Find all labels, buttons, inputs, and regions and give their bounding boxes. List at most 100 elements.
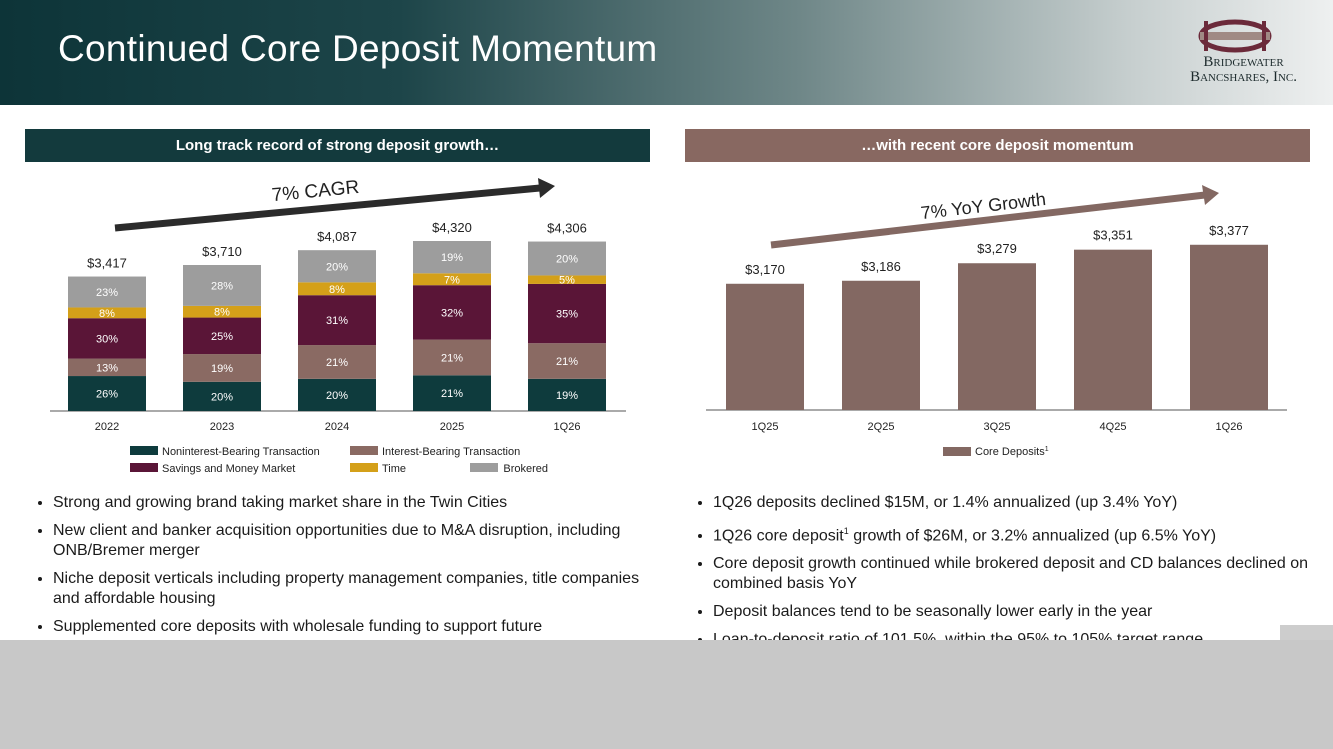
x-tick-label: 1Q25 [752,421,779,433]
bar-segment [528,378,606,411]
total-label: $4,320 [432,220,472,235]
bullet-list: 1Q26 deposits declined $15M, or 1.4% ann… [695,493,1313,658]
bullet: New client and banker acquisition opport… [53,521,663,561]
bar-segment [68,318,146,359]
bar-segment [183,354,261,382]
bar-segment [68,307,146,319]
legend-text: Core Deposits [975,446,1045,458]
bullet-list: Strong and growing brand taking market s… [35,493,663,645]
bullet: Niche deposit verticals including proper… [53,569,663,609]
bar-segment [298,250,376,283]
segment-label: 21% [441,352,463,364]
trend-arrow [114,184,541,232]
bullet: Core deposit growth continued while brok… [713,554,1313,594]
total-label: $3,710 [202,244,242,259]
legend-swatch [130,446,158,455]
value-label: $3,377 [1209,223,1249,238]
bullet: Deposit balances tend to be seasonally l… [713,602,1313,622]
segment-label: 19% [211,363,233,375]
bar [958,263,1036,410]
overlay [1280,625,1333,640]
segment-label: 5% [559,275,575,287]
x-tick-label: 2022 [95,421,119,433]
segment-label: 8% [214,307,230,319]
bullet: 1Q26 core deposit1 growth of $26M, or 3.… [713,521,1313,546]
bar-segment [68,358,146,377]
legend-label: Savings and Money Market [162,463,295,475]
bullet-text: growth of $26M, or 3.2% annualized (up 6… [848,527,1217,545]
x-tick-label: 1Q26 [554,421,581,433]
segment-label: 31% [326,315,348,327]
bar [726,283,804,410]
bar [1074,249,1152,410]
section-header: Long track record of strong deposit grow… [25,129,650,162]
x-tick-label: 2Q25 [868,421,895,433]
legend-swatch [943,447,971,456]
value-label: $3,279 [977,241,1017,256]
segment-label: 23% [96,287,118,299]
total-label: $4,087 [317,229,357,244]
total-label: $3,417 [87,256,127,271]
segment-label: 7% [444,274,460,286]
segment-label: 21% [441,388,463,400]
segment-label: 20% [556,253,578,265]
bar-segment [298,295,376,346]
bullet: Supplemented core deposits with wholesal… [53,617,663,637]
footnote-mark: 1 [1045,446,1049,453]
logo-text: Bridgewater Bancshares, Inc. [1190,55,1297,85]
bar-segment [528,343,606,379]
arrow-head [1202,185,1219,205]
value-label: $3,186 [861,259,901,274]
segment-label: 21% [326,357,348,369]
bar-segment [528,283,606,344]
trend-arrow [770,191,1206,249]
bar-segment [413,375,491,411]
segment-label: 8% [99,308,115,320]
bar-segment [183,305,261,318]
x-tick-label: 1Q26 [1216,421,1243,433]
segment-label: 30% [96,333,118,345]
arrow-head [538,178,555,198]
x-tick-label: 3Q25 [984,421,1011,433]
bar-segment [68,376,146,411]
segment-label: 19% [441,252,463,264]
bar-segment [413,339,491,376]
segment-label: 26% [96,389,118,401]
bullet: Strong and growing brand taking market s… [53,493,663,513]
bar-segment [413,273,491,286]
legend-swatch [130,463,158,472]
legend-swatch [350,463,378,472]
segment-label: 35% [556,309,578,321]
title-bar [0,0,1333,105]
section-header: …with recent core deposit momentum [685,129,1310,162]
overlay [0,640,1333,749]
legend-swatch [470,463,498,472]
bar-segment [528,241,606,276]
bullet: 1Q26 deposits declined $15M, or 1.4% ann… [713,493,1313,513]
bar-segment [298,282,376,296]
annotation: 7% CAGR [271,177,360,206]
bar-segment [183,317,261,355]
legend-label: Noninterest-Bearing Transaction [162,446,320,458]
bar-segment [413,241,491,274]
logo-icon [1198,19,1272,53]
segment-label: 25% [211,331,233,343]
bar [842,280,920,410]
segment-label: 13% [96,362,118,374]
bar-segment [68,276,146,308]
value-label: $3,170 [745,262,785,277]
bullet-text: 1Q26 core deposit [713,527,844,545]
slide-title: Continued Core Deposit Momentum [58,28,658,69]
bar-segment [413,285,491,340]
segment-label: 28% [211,280,233,292]
logo-line: Bancshares, Inc. [1190,69,1297,85]
legend-label: Core Deposits1 [975,446,1049,458]
footnote-mark: 1 [843,526,849,536]
x-tick-label: 4Q25 [1100,421,1127,433]
legend-label: Brokered [503,463,548,475]
segment-label: 20% [326,390,348,402]
legend-swatch [350,446,378,455]
segment-label: 19% [556,390,578,402]
